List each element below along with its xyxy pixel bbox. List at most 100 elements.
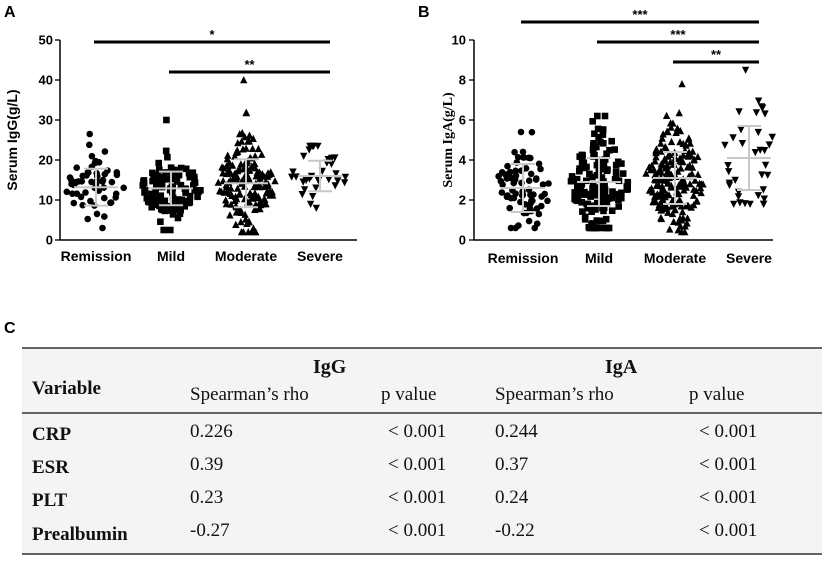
data-point xyxy=(239,228,248,236)
data-point xyxy=(599,224,606,232)
data-point xyxy=(232,208,241,216)
data-point xyxy=(231,196,239,204)
data-point xyxy=(306,200,315,208)
data-point xyxy=(650,166,658,174)
data-point xyxy=(233,146,241,154)
data-point xyxy=(332,170,340,178)
data-point xyxy=(612,161,620,169)
y-tick-label: 6 xyxy=(459,113,466,128)
data-point xyxy=(248,194,256,202)
data-point xyxy=(612,172,620,179)
data-point xyxy=(761,161,770,169)
data-point xyxy=(152,196,159,204)
data-point xyxy=(533,220,541,227)
data-point xyxy=(245,131,254,139)
data-point xyxy=(251,205,259,213)
data-point xyxy=(730,200,738,208)
data-point xyxy=(305,146,313,154)
data-point xyxy=(603,199,611,207)
y-tick-label: 30 xyxy=(39,113,53,128)
data-point xyxy=(239,145,247,153)
data-point xyxy=(331,154,339,162)
data-point xyxy=(95,187,102,194)
data-point xyxy=(599,126,607,133)
data-point xyxy=(256,174,264,182)
data-point xyxy=(87,197,94,205)
data-point xyxy=(144,194,151,202)
data-point xyxy=(652,147,660,155)
data-point xyxy=(594,199,601,207)
data-point xyxy=(658,182,666,190)
data-points xyxy=(495,66,776,236)
data-point xyxy=(236,165,244,173)
data-point xyxy=(532,176,540,183)
data-point xyxy=(175,196,182,203)
data-point xyxy=(167,226,174,234)
data-point xyxy=(289,168,297,176)
data-point xyxy=(141,189,148,196)
data-points xyxy=(63,76,350,236)
data-point xyxy=(140,178,147,186)
data-point xyxy=(725,181,734,189)
mean-sd-bars xyxy=(74,158,342,209)
panel-label-b: B xyxy=(418,4,430,21)
data-point xyxy=(226,211,234,219)
data-point xyxy=(101,194,108,202)
data-point xyxy=(668,202,676,210)
data-point xyxy=(139,182,147,189)
data-point xyxy=(520,154,527,161)
data-point xyxy=(155,159,162,167)
data-point xyxy=(697,188,705,197)
panel-a-igg-chart: A Serum IgG(g/L) 0 10 20 30 40 50 Remission Mil… xyxy=(4,4,357,264)
data-point xyxy=(161,207,169,215)
data-point xyxy=(588,208,595,215)
y-axis-label: Serum IgG(g/L) xyxy=(4,89,20,190)
y-tick-label: 4 xyxy=(459,153,467,168)
data-point xyxy=(759,186,767,194)
data-point xyxy=(595,133,602,141)
data-point xyxy=(178,164,185,172)
data-point xyxy=(325,176,333,184)
data-point xyxy=(683,214,692,222)
data-point xyxy=(240,76,248,84)
data-point xyxy=(186,173,194,181)
data-point xyxy=(160,226,167,234)
y-tick-label: 0 xyxy=(459,233,466,248)
data-point xyxy=(658,134,666,142)
data-point xyxy=(662,144,670,152)
data-point xyxy=(185,199,193,206)
data-point xyxy=(185,169,193,177)
data-point xyxy=(666,150,674,159)
data-point xyxy=(686,180,694,188)
data-point xyxy=(761,110,769,118)
data-point xyxy=(254,144,263,153)
data-point xyxy=(535,210,543,218)
data-point xyxy=(152,187,159,194)
data-point xyxy=(148,203,155,211)
data-point xyxy=(652,181,661,189)
panel-label-c: C xyxy=(4,320,16,337)
data-point xyxy=(696,184,705,192)
data-point xyxy=(157,192,165,199)
data-point xyxy=(539,181,547,188)
data-point xyxy=(592,224,599,231)
data-point xyxy=(662,169,671,177)
data-point xyxy=(519,148,527,156)
data-point xyxy=(686,139,694,147)
data-point xyxy=(288,173,296,181)
data-point xyxy=(657,214,665,222)
data-point xyxy=(734,193,743,201)
data-point xyxy=(545,180,552,187)
data-point xyxy=(612,190,619,198)
data-point xyxy=(507,224,515,232)
data-point xyxy=(222,196,230,204)
data-point xyxy=(587,192,594,200)
y-tick-label: 2 xyxy=(459,193,466,208)
data-point xyxy=(260,172,268,180)
significance-label: * xyxy=(209,27,215,42)
data-point xyxy=(602,215,610,223)
data-point xyxy=(682,141,690,149)
data-point xyxy=(77,193,85,201)
data-point xyxy=(671,206,679,214)
data-point xyxy=(624,185,631,193)
